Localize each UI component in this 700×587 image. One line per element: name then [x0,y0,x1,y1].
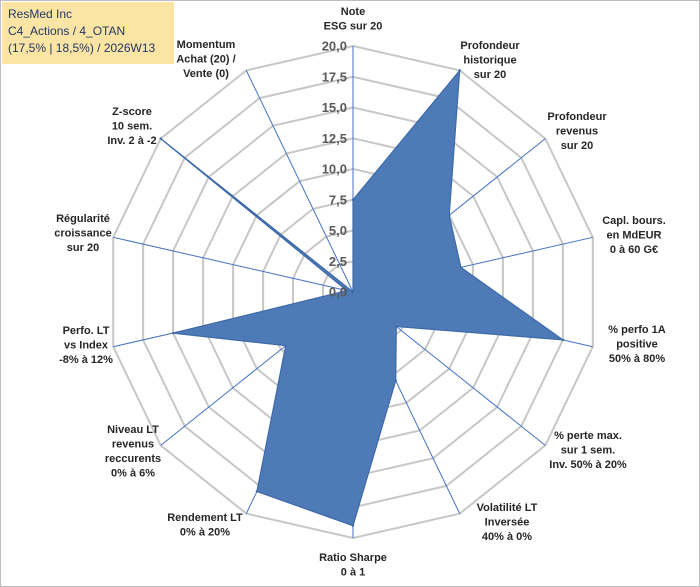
chart-title-company: ResMed Inc [8,7,73,21]
axis-label-line: Ratio Sharpe [319,552,387,564]
axis-label-line: Vente (0) [183,68,229,80]
series-area [160,68,566,527]
axis-label-line: historique [463,55,516,67]
axis-label-line: 40% à 0% [482,531,532,543]
data-point [351,198,355,201]
tick-label: 5,0 [329,223,347,238]
data-point [561,338,565,342]
axis-label: % perfo 1A positive 50% à 80% [608,324,666,365]
axis-label: Ratio Sharpe 0 à 1 [319,552,387,579]
chart-title-category: C4_Actions / 4_OTAN [8,24,126,38]
tick-label: 10,0 [322,162,347,177]
axis-label-line: Inversée [485,517,530,529]
axis-label-line: en MdEUR [607,230,662,242]
axis-label-line: positive [616,339,658,351]
chart-title-box: ResMed Inc C4_Actions / 4_OTAN (17,5% | … [2,2,174,64]
axis-label-line: % perte max. [554,430,622,442]
axis-label-line: 0% à 6% [111,468,155,480]
axis-label-line: Z-score [112,106,152,118]
tick-label: 7,5 [329,192,347,207]
axis-label-line: Perfo. LT [63,325,110,337]
axis-label-line: 0% à 20% [180,527,230,539]
tick-label: 2,5 [329,254,347,269]
data-point [448,214,451,217]
axis-label-line: Rendement LT [167,512,243,524]
data-point [395,325,398,328]
axis-label-line: 50% à 80% [609,353,665,365]
axis-label: Perfo. LT vs Index -8% à 12% [59,325,113,366]
tick-label: 20,0 [322,39,347,54]
data-point [458,69,461,72]
axis-label: Z-score 10 sem. Inv. 2 à -2 [107,106,156,147]
axis-label-line: Capl. bours. [602,215,666,227]
axis-label-line: sur 20 [474,69,506,81]
axis-label: Note ESG sur 20 [324,6,383,33]
axis-label: % perte max. sur 1 sem. Inv. 50% à 20% [549,430,627,471]
axis-label-line: 0 à 60 G€ [610,244,658,256]
axis-label-line: Régularité [56,213,110,225]
axis-label-line: Achat (20) / [176,54,235,66]
data-point [345,289,349,292]
tick-label: 17,5 [322,69,347,84]
axis-label-line: 0 à 1 [341,567,365,579]
axis-label: Volatilité LT Inversée 40% à 0% [477,502,538,543]
axis-label-line: sur 20 [67,242,99,254]
axis-label-line: croissance [54,228,111,240]
axis-label: Régularité croissance sur 20 [54,213,111,254]
chart-title-metrics: (17,5% | 18,5%) / 2026W13 [8,41,156,55]
data-point [255,490,259,493]
axis-label-line: Profondeur [547,111,607,123]
axis-label-line: revenus [556,126,598,138]
axis-label-line: Volatilité LT [477,502,538,514]
data-point [171,331,175,335]
axis-label: Rendement LT 0% à 20% [167,512,243,539]
axis-label-line: Profondeur [460,40,520,52]
axis-label: Niveau LT revenus reccurents 0% à 6% [105,424,161,480]
axis-label-line: sur 1 sem. [561,445,615,457]
axis-label-line: Niveau LT [107,424,159,436]
axis-label-line: ESG sur 20 [324,21,383,33]
axis-label: Profondeur historique sur 20 [460,40,520,81]
axis-label-line: 10 sem. [112,121,152,133]
data-point [351,524,355,527]
axis-label: Momentum Achat (20) / Vente (0) [176,39,235,80]
axis-label-line: Inv. 2 à -2 [107,135,156,147]
data-point [394,379,397,382]
axis-label: Capl. bours. en MdEUR 0 à 60 G€ [602,215,666,256]
tick-label: 15,0 [322,100,347,115]
axis-label-line: Momentum [177,39,236,51]
data-point [284,344,287,347]
axis-label-line: sur 20 [561,140,593,152]
axis-label: Profondeur revenus sur 20 [547,111,607,152]
tick-label: 0,0 [329,285,347,300]
axis-label-line: vs Index [64,340,109,352]
radar-axis-labels: Note ESG sur 20 Profondeur historique sur 20… [54,6,666,579]
axis-label-line: Note [341,6,365,18]
radar-series [159,68,566,527]
data-point [459,266,463,269]
axis-label-line: % perfo 1A [608,324,666,336]
axis-label-line: reccurents [105,453,161,465]
tick-label: 12,5 [322,131,347,146]
data-point [159,137,162,140]
axis-label-line: revenus [112,439,154,451]
axis-label-line: Inv. 50% à 20% [549,459,627,471]
radar-spoke [113,236,354,293]
axis-label-line: -8% à 12% [59,354,113,366]
data-point [351,290,355,294]
radar-tick-labels: 0,0 2,5 5,0 7,5 10,0 12,5 15,0 17,5 20,0 [322,39,347,300]
radar-spoke [245,70,354,293]
